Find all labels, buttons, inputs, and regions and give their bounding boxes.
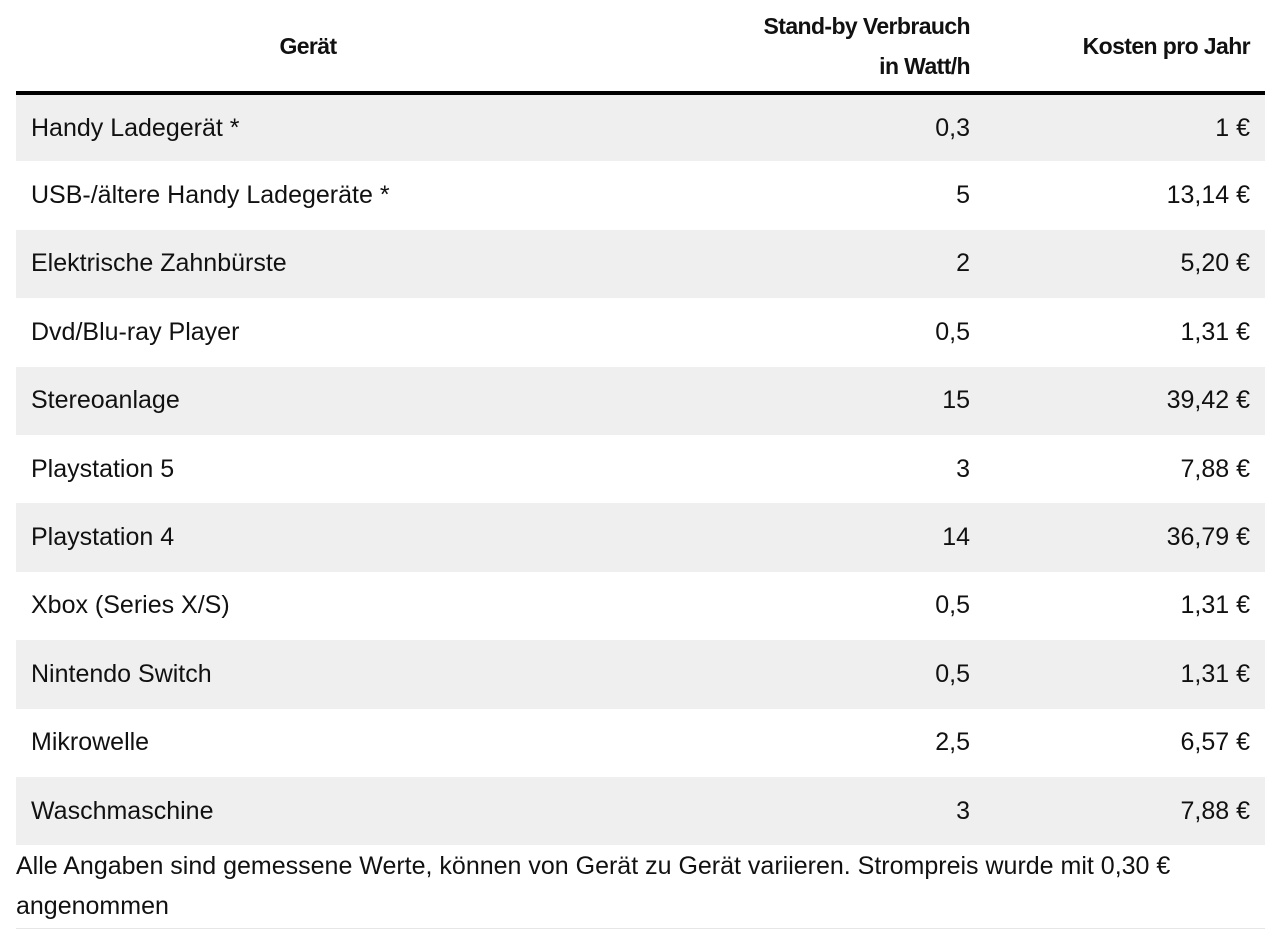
table-row: USB-/ältere Handy Ladegeräte * 5 13,14 € <box>16 161 1265 230</box>
cell-cost: 39,42 € <box>1166 386 1250 415</box>
cell-cost: 5,20 € <box>1180 249 1250 278</box>
cell-standby: 0,5 <box>935 591 970 620</box>
cell-cost: 1,31 € <box>1180 659 1250 688</box>
cell-standby: 0,5 <box>935 317 970 346</box>
cell-device: Mikrowelle <box>31 728 150 757</box>
table-row: Mikrowelle 2,5 6,57 € <box>16 708 1265 777</box>
cell-device: Nintendo Switch <box>31 659 212 688</box>
cell-standby: 3 <box>956 796 970 825</box>
cell-device: Waschmaschine <box>31 796 214 825</box>
table-row: Waschmaschine 3 7,88 € <box>16 776 1265 846</box>
cell-device: Elektrische Zahnbürste <box>31 249 287 278</box>
column-header-standby-line2: in Watt/h <box>879 52 970 79</box>
table-row: Playstation 5 3 7,88 € <box>16 434 1265 504</box>
cell-standby: 2,5 <box>935 728 970 757</box>
table-footnote: Alle Angaben sind gemessene Werte, könne… <box>16 846 1265 929</box>
cell-standby: 2 <box>956 249 970 278</box>
column-header-device: Gerät <box>16 0 600 95</box>
column-header-cost: Kosten pro Jahr <box>970 0 1265 95</box>
table-row: Dvd/Blu-ray Player 0,5 1,31 € <box>16 298 1265 367</box>
cell-cost: 1,31 € <box>1180 591 1250 620</box>
cell-device: Xbox (Series X/S) <box>31 591 230 620</box>
table-row: Playstation 4 14 36,79 € <box>16 503 1265 572</box>
cell-device: Playstation 5 <box>31 454 175 483</box>
cell-standby: 0,5 <box>935 659 970 688</box>
table-row: Handy Ladegerät * 0,3 1 € <box>16 93 1265 162</box>
cell-cost: 7,88 € <box>1180 454 1250 483</box>
cell-standby: 0,3 <box>935 113 970 142</box>
column-header-standby: Stand-by Verbrauch in Watt/h <box>600 0 971 95</box>
cell-device: Dvd/Blu-ray Player <box>31 317 240 346</box>
header-row: Gerät Stand-by Verbrauch in Watt/h Koste… <box>16 0 1265 95</box>
column-header-standby-line1: Stand-by Verbrauch <box>763 12 971 39</box>
cell-standby: 15 <box>942 386 970 415</box>
cell-cost: 36,79 € <box>1166 523 1250 552</box>
cell-device: USB-/ältere Handy Ladegeräte * <box>31 181 390 210</box>
table-row: Elektrische Zahnbürste 2 5,20 € <box>16 229 1265 299</box>
table-header: Gerät Stand-by Verbrauch in Watt/h Koste… <box>16 0 1265 95</box>
cell-cost: 13,14 € <box>1166 181 1250 210</box>
cell-device: Playstation 4 <box>31 523 175 552</box>
cell-cost: 1,31 € <box>1180 317 1250 346</box>
table-row: Stereoanlage 15 39,42 € <box>16 366 1265 435</box>
cell-device: Handy Ladegerät * <box>31 113 240 142</box>
table-body: Handy Ladegerät * 0,3 1 € USB-/ältere Ha… <box>16 93 1265 846</box>
standby-table-container: Gerät Stand-by Verbrauch in Watt/h Koste… <box>16 0 1265 846</box>
cell-cost: 1 € <box>1215 113 1250 142</box>
cell-cost: 6,57 € <box>1180 728 1250 757</box>
cell-standby: 3 <box>956 454 970 483</box>
standby-consumption-table: Gerät Stand-by Verbrauch in Watt/h Koste… <box>16 0 1265 846</box>
cell-device: Stereoanlage <box>31 386 180 415</box>
cell-cost: 7,88 € <box>1180 796 1250 825</box>
cell-standby: 5 <box>956 181 970 210</box>
cell-standby: 14 <box>942 523 970 552</box>
table-row: Xbox (Series X/S) 0,5 1,31 € <box>16 571 1265 641</box>
table-row: Nintendo Switch 0,5 1,31 € <box>16 640 1265 709</box>
